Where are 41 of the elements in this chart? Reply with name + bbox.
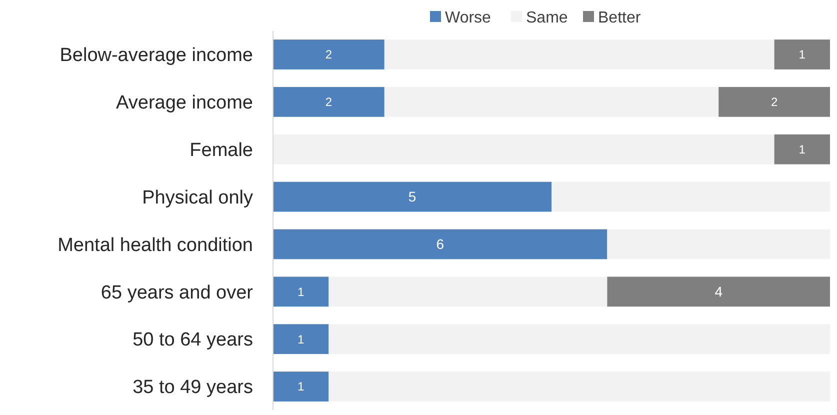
bar bbox=[273, 182, 552, 212]
bar bbox=[273, 86, 384, 117]
bar bbox=[273, 40, 384, 70]
bar bbox=[552, 182, 830, 212]
y-tick-label: Female bbox=[190, 140, 253, 161]
y-tick-label: Physical only bbox=[142, 187, 254, 208]
data-label: 2 bbox=[325, 48, 332, 62]
bar bbox=[774, 40, 830, 70]
legend-label: Worse bbox=[445, 10, 492, 27]
y-tick-label: Average income bbox=[116, 92, 253, 114]
legend-label: Same bbox=[526, 10, 568, 27]
bar bbox=[273, 134, 774, 164]
bar bbox=[273, 324, 329, 354]
y-tick-label: 35 to 49 years bbox=[132, 377, 253, 398]
data-label: 1 bbox=[298, 284, 305, 299]
bar bbox=[384, 40, 774, 70]
data-label: 2 bbox=[770, 95, 778, 110]
bar bbox=[718, 86, 830, 117]
bar bbox=[774, 134, 830, 164]
bar bbox=[384, 86, 719, 117]
y-tick-label: 50 to 64 years bbox=[132, 330, 253, 351]
data-label: 1 bbox=[298, 332, 305, 346]
data-label: 1 bbox=[798, 48, 806, 62]
bar bbox=[273, 276, 329, 307]
bar bbox=[273, 372, 329, 402]
bar bbox=[607, 276, 830, 307]
data-label: 1 bbox=[798, 142, 806, 157]
bar bbox=[607, 229, 830, 260]
bar bbox=[273, 229, 608, 260]
data-label: 1 bbox=[298, 380, 305, 394]
bar bbox=[328, 324, 830, 354]
y-tick-label: 65 years and over bbox=[100, 282, 254, 304]
bar bbox=[328, 276, 608, 307]
y-tick-label: Below-average income bbox=[60, 45, 253, 66]
data-label: 5 bbox=[408, 188, 416, 205]
bar bbox=[328, 372, 830, 402]
data-label: 2 bbox=[325, 95, 332, 110]
data-label: 4 bbox=[714, 284, 723, 300]
y-tick-label: Mental health condition bbox=[58, 234, 253, 256]
data-label: 6 bbox=[436, 236, 444, 252]
legend-label: Better bbox=[598, 10, 642, 27]
